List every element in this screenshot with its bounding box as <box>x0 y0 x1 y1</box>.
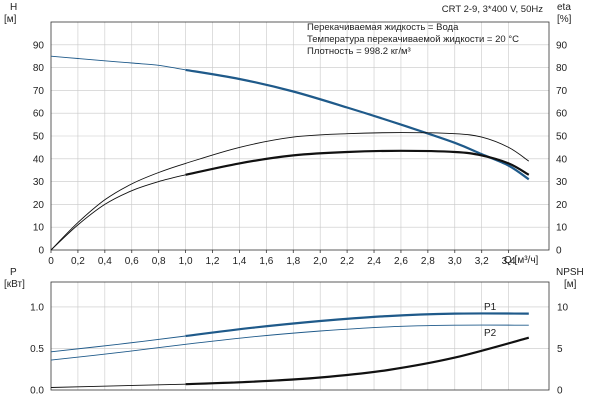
x-tick-label: 0,8 <box>152 256 166 267</box>
right-y-tick-label: 0 <box>556 246 562 257</box>
x-tick-label: 1,0 <box>179 256 193 267</box>
bottom-tick-labels: 0.0 0.5 1.0 0 5 10 <box>30 302 568 396</box>
bottom-left-y-tick-label: 0.0 <box>30 386 44 397</box>
x-tick-label: 0,6 <box>125 256 139 267</box>
legend-p2: P2 <box>484 328 497 339</box>
x-tick-label: 2,0 <box>313 256 327 267</box>
x-tick-label: 3,2 <box>475 256 489 267</box>
bottom-p2-line-thin <box>50 324 529 361</box>
bottom-left-y-tick-label: 0.5 <box>30 344 44 355</box>
left-y-tick-label: 70 <box>33 86 45 97</box>
right-y-tick-label: 90 <box>556 40 568 51</box>
bottom-right-axis-label-2: [м] <box>564 279 577 290</box>
top-eta-thick-line <box>185 149 530 176</box>
right-y-tick-label: 50 <box>556 132 568 143</box>
right-y-tick-label: 10 <box>556 223 568 234</box>
x-tick-label: 0,2 <box>71 256 85 267</box>
right-y-tick-label: 40 <box>556 154 568 165</box>
right-y-tick-label: 80 <box>556 63 568 74</box>
info-temperature: Температура перекачиваемой жидкости = 20… <box>307 34 519 45</box>
left-y-tick-label: 80 <box>33 63 45 74</box>
info-density: Плотность = 998.2 кг/м³ <box>307 46 411 57</box>
x-tick-label: 3,0 <box>448 256 462 267</box>
x-tick-label: 1,6 <box>259 256 273 267</box>
x-axis-label: Q [м³/ч] <box>504 255 539 266</box>
bottom-left-axis-label-1: P <box>10 267 17 278</box>
top-right-axis-label-2: [%] <box>557 14 572 25</box>
top-left-axis-label-1: H <box>10 2 17 13</box>
top-h-line <box>185 68 530 181</box>
right-y-tick-label: 60 <box>556 109 568 120</box>
bottom-right-y-tick-label: 5 <box>557 344 563 355</box>
x-tick-label: 2,4 <box>367 256 381 267</box>
bottom-left-axis-label-2: [кВт] <box>4 279 25 290</box>
right-y-tick-label: 20 <box>556 200 568 211</box>
x-tick-label: 2,6 <box>394 256 408 267</box>
top-eta-thin-line-thin <box>50 132 530 251</box>
x-tick-label: 2,2 <box>340 256 354 267</box>
left-y-tick-label: 40 <box>33 154 45 165</box>
bottom-p1-line-thin <box>50 335 186 353</box>
x-tick-label: 2,8 <box>421 256 435 267</box>
x-tick-label: 0 <box>48 256 54 267</box>
left-y-tick-label: 20 <box>33 200 45 211</box>
left-y-tick-label: 60 <box>33 109 45 120</box>
chart-title: CRT 2-9, 3*400 V, 50Hz <box>442 4 543 15</box>
right-y-tick-label: 70 <box>556 86 568 97</box>
x-tick-label: 1,4 <box>232 256 246 267</box>
legend-p1: P1 <box>484 302 497 313</box>
head-efficiency-panel: 0 0,2 0,4 0,6 0,8 1,0 1,2 1,4 1,6 1,8 2,0 2,2 2,4 2,6… <box>4 2 572 267</box>
bottom-left-y-tick-label: 1.0 <box>30 302 44 313</box>
top-tick-labels: 0 0,2 0,4 0,6 0,8 1,0 1,2 1,4 1,6 1,8 2,0 2,2 2,4 2,6… <box>33 40 568 267</box>
bottom-series-group <box>50 312 530 388</box>
left-y-tick-label: 90 <box>33 40 45 51</box>
left-y-tick-label: 0 <box>38 246 44 257</box>
x-tick-label: 0,4 <box>98 256 112 267</box>
power-npsh-panel: 0.0 0.5 1.0 0 5 10 P [кВт] NPSH [м] P1 P2 <box>4 267 584 397</box>
bottom-right-axis-label-1: NPSH <box>556 267 584 278</box>
bottom-npsh-line <box>185 336 530 386</box>
top-right-axis-label-1: eta <box>557 2 571 13</box>
bottom-plot-frame <box>50 281 550 391</box>
top-eta-thick-line-thin <box>50 174 186 251</box>
top-left-axis-label-2: [м] <box>4 14 17 25</box>
bottom-right-y-tick-label: 10 <box>557 302 569 313</box>
left-y-tick-label: 50 <box>33 132 45 143</box>
left-y-tick-label: 10 <box>33 223 45 234</box>
x-tick-label: 3,4 <box>502 256 516 267</box>
bottom-right-y-tick-label: 0 <box>557 386 563 397</box>
x-tick-label: 1,2 <box>206 256 220 267</box>
bottom-grid <box>51 282 549 390</box>
x-tick-label: 1,8 <box>286 256 300 267</box>
left-y-tick-label: 30 <box>33 177 45 188</box>
top-h-line-thin <box>50 55 186 71</box>
top-grid <box>51 22 549 250</box>
info-liquid: Перекачиваемая жидкость = Вода <box>307 22 459 33</box>
right-y-tick-label: 30 <box>556 177 568 188</box>
top-plot-frame <box>50 21 550 251</box>
bottom-p1-line <box>185 312 529 338</box>
bottom-npsh-line-thin <box>50 383 186 388</box>
top-series-group <box>50 55 530 251</box>
